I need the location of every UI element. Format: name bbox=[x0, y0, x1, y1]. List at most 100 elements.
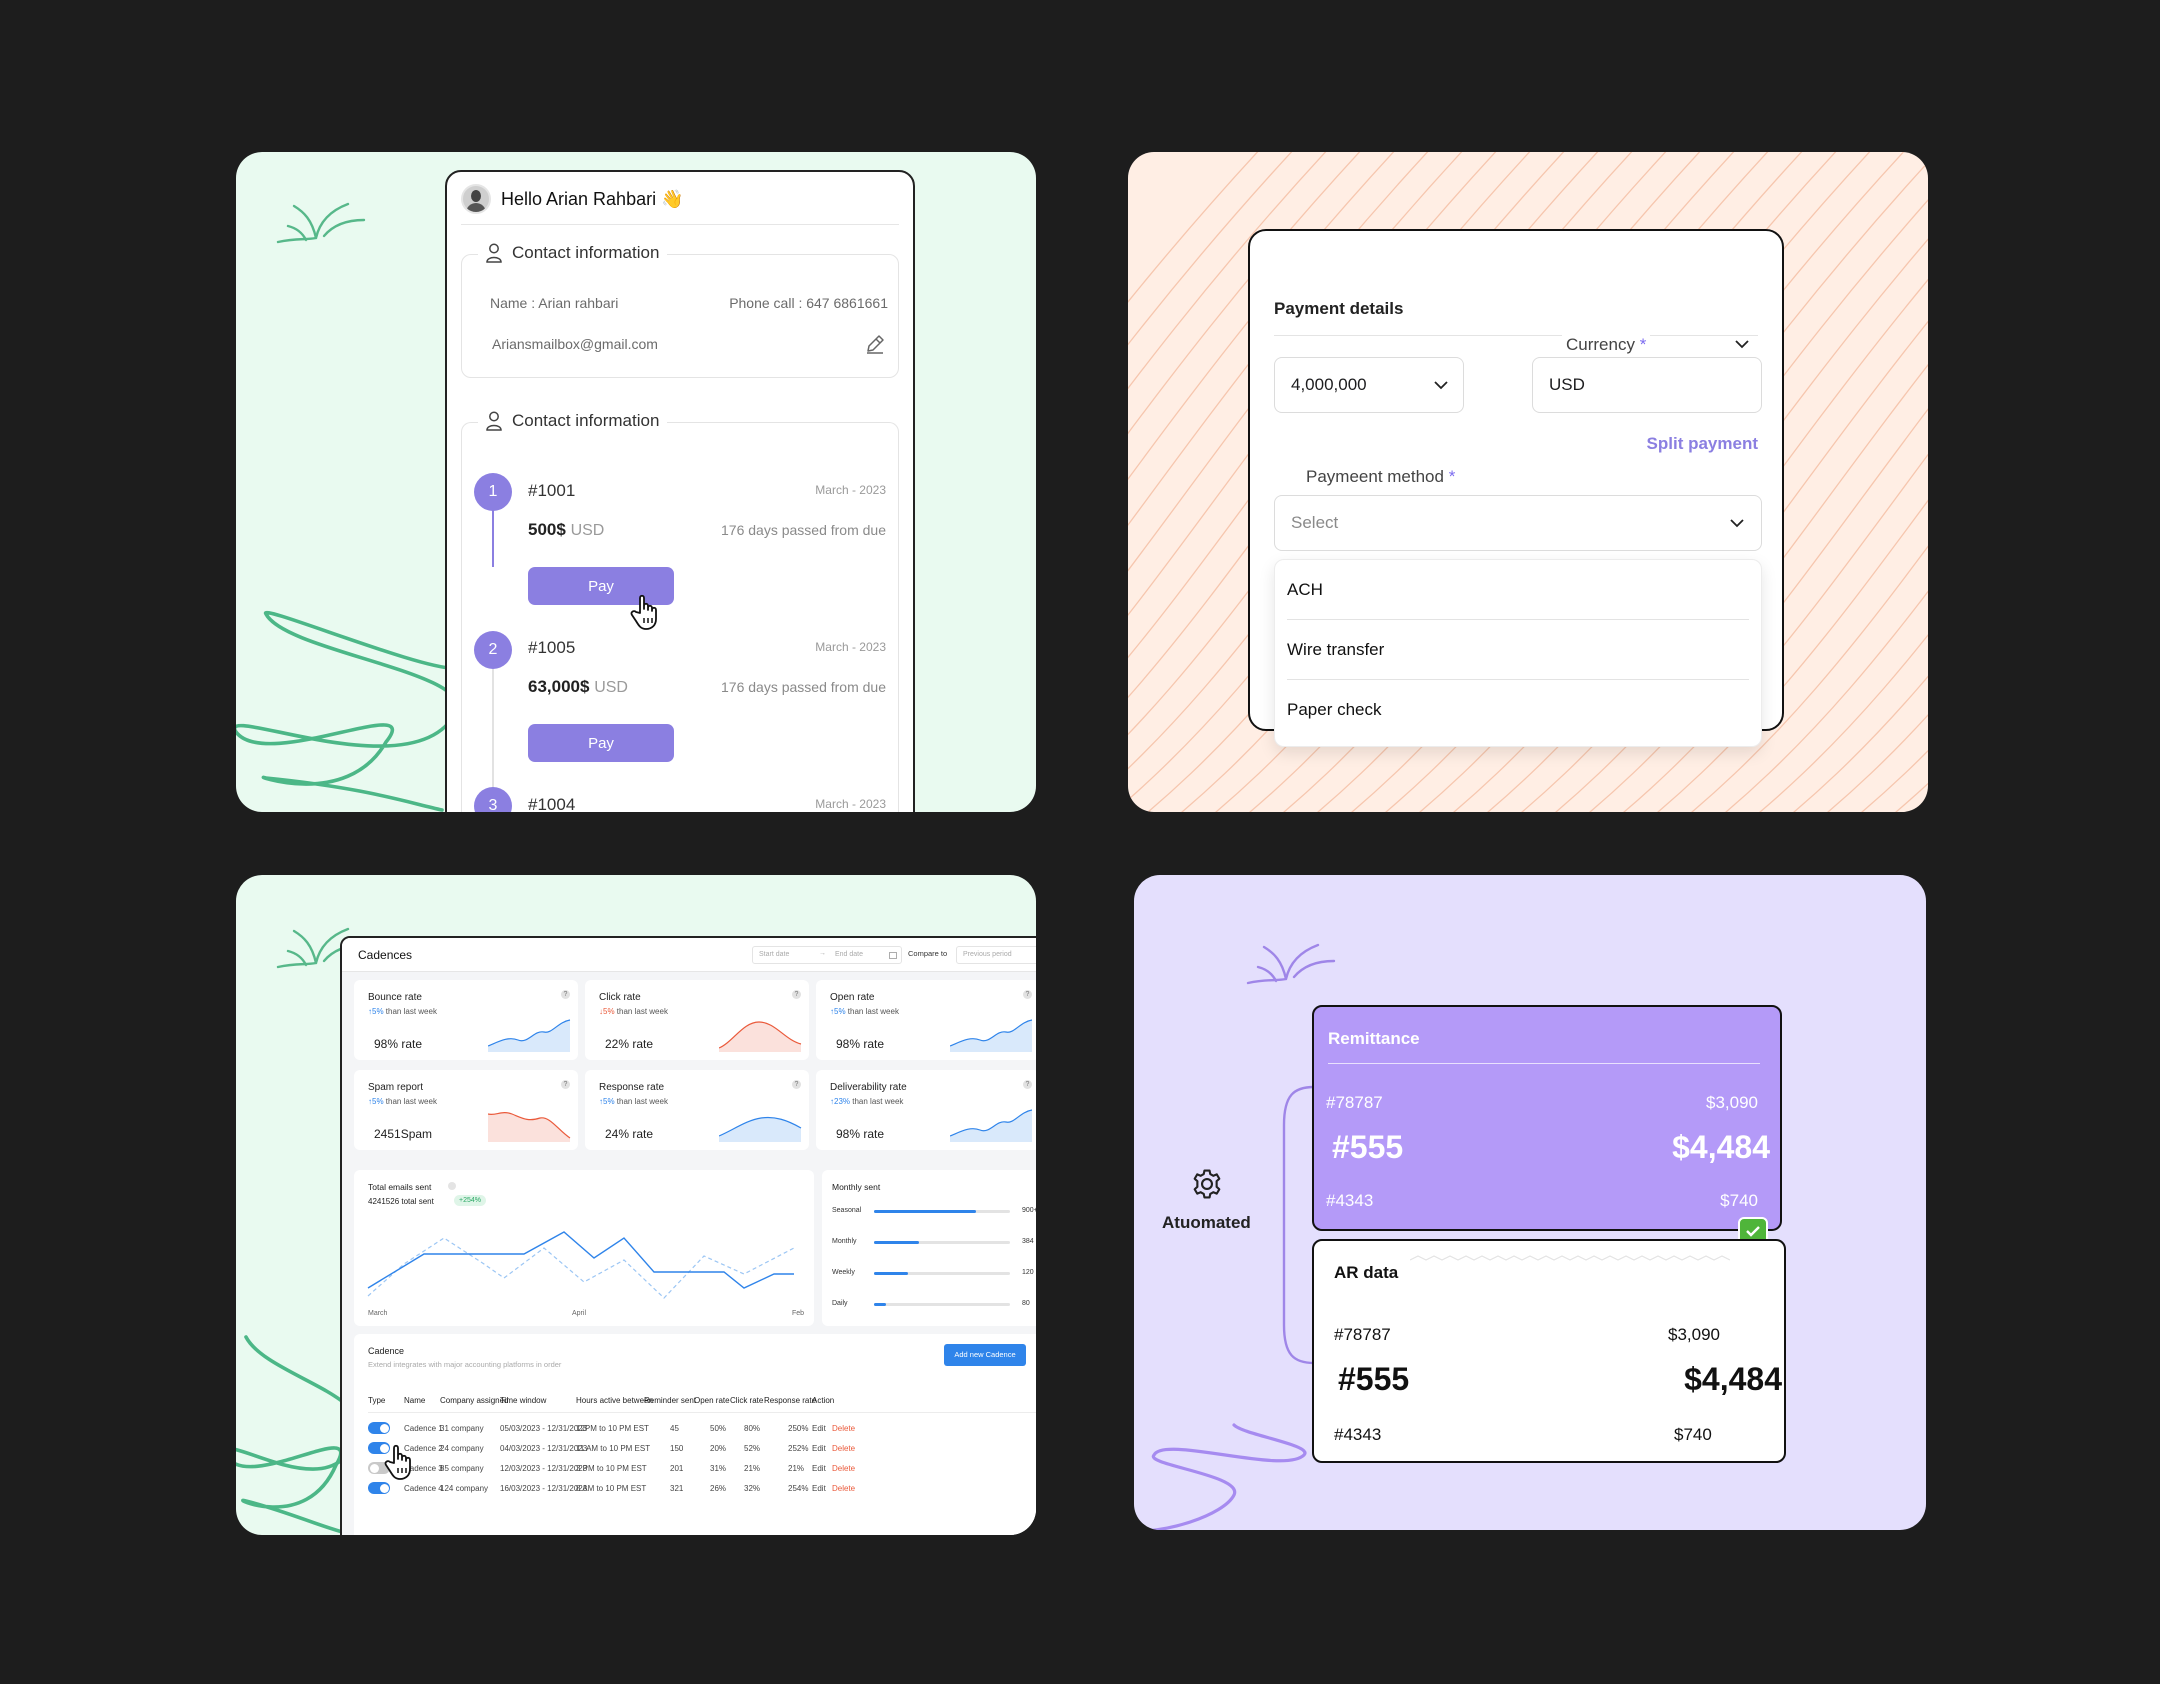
cell: 252% bbox=[788, 1444, 809, 1453]
method-label: Paymeent method * bbox=[1306, 467, 1456, 486]
kpi-delta: ↑5% than last week bbox=[599, 1097, 668, 1106]
sparkline bbox=[950, 1019, 1033, 1052]
delete-link[interactable]: Delete bbox=[832, 1444, 856, 1453]
wave-line bbox=[1860, 749, 1928, 812]
pay-button[interactable]: Pay bbox=[528, 724, 674, 762]
ar-amount: $740 bbox=[1674, 1425, 1712, 1444]
help-icon[interactable]: ? bbox=[792, 990, 801, 999]
kpi-delta: ↑23% than last week bbox=[830, 1097, 904, 1106]
split-payment-link[interactable]: Split payment bbox=[1646, 434, 1758, 453]
sparkline bbox=[488, 1019, 571, 1052]
option-ach[interactable]: ACH bbox=[1287, 560, 1749, 620]
invoice-due: 176 days passed from due bbox=[721, 522, 886, 538]
divider bbox=[368, 1412, 1036, 1413]
avatar[interactable] bbox=[461, 184, 491, 214]
cell: 80% bbox=[744, 1424, 761, 1433]
cadence-toggle[interactable] bbox=[368, 1422, 390, 1434]
card-title: Total emails sent bbox=[368, 1182, 432, 1192]
edit-link[interactable]: Edit bbox=[812, 1444, 826, 1453]
sparkline bbox=[950, 1109, 1033, 1142]
cell: 254% bbox=[788, 1484, 809, 1493]
cadence-toggle[interactable] bbox=[368, 1442, 390, 1454]
delete-link[interactable]: Delete bbox=[832, 1484, 856, 1493]
invoice-due: 176 days passed from due bbox=[721, 679, 886, 695]
help-icon[interactable]: ? bbox=[1023, 1080, 1032, 1089]
cell: 20% bbox=[710, 1444, 727, 1453]
invoice-date: March - 2023 bbox=[815, 797, 886, 811]
chevron-down-icon[interactable] bbox=[1734, 339, 1750, 349]
row-value: 900+ bbox=[1022, 1207, 1036, 1214]
edit-link[interactable]: Edit bbox=[812, 1424, 826, 1433]
calendar-icon bbox=[889, 952, 897, 959]
arrow-up-icon: ↑ bbox=[368, 1007, 372, 1016]
ar-data-card: AR data #78787 $3,090 #555 $4,484 #4343 … bbox=[1312, 1239, 1786, 1463]
wave-line bbox=[1588, 408, 1928, 812]
step-badge: 2 bbox=[474, 631, 512, 669]
ar-id-large: #555 bbox=[1338, 1361, 1410, 1397]
amount-select[interactable]: 4,000,000 bbox=[1274, 357, 1464, 413]
kpi-title: Response rate bbox=[599, 1082, 665, 1093]
add-cadence-button[interactable]: Add new Cadence bbox=[944, 1344, 1026, 1366]
kpi-delta: ↑5% than last week bbox=[368, 1097, 437, 1106]
help-icon[interactable]: ? bbox=[1023, 990, 1032, 999]
help-icon[interactable]: ? bbox=[792, 1080, 801, 1089]
edit-link[interactable]: Edit bbox=[812, 1464, 826, 1473]
currency-input[interactable]: USD bbox=[1532, 357, 1762, 413]
cell: 21% bbox=[744, 1464, 761, 1473]
column-header: Response rate bbox=[764, 1396, 817, 1405]
cell: 04/03/2023 - 12/31/2023 bbox=[500, 1444, 588, 1453]
table-row: Cadence 4 124 company 16/03/2023 - 12/31/2… bbox=[354, 1478, 1036, 1502]
squiggle-doodle bbox=[236, 610, 460, 812]
payment-card: Payment details 4,000,000 Currency * USD… bbox=[1248, 229, 1784, 747]
column-header: Reminder sent bbox=[644, 1396, 697, 1405]
cadence-toggle[interactable] bbox=[368, 1482, 390, 1494]
column-header: Type bbox=[368, 1396, 386, 1405]
cell: 250% bbox=[788, 1424, 809, 1433]
kpi-value: 22% rate bbox=[605, 1037, 654, 1051]
kpi-card: Bounce rate? ↑5% than last week 98% rate bbox=[354, 980, 578, 1060]
kpi-title: Click rate bbox=[599, 992, 641, 1003]
progress-fill bbox=[874, 1210, 976, 1213]
arrow-up-icon: ↑ bbox=[830, 1007, 834, 1016]
kpi-delta: ↑5% than last week bbox=[368, 1007, 437, 1016]
option-wire-transfer[interactable]: Wire transfer bbox=[1287, 620, 1749, 680]
cell: 124 company bbox=[440, 1484, 489, 1493]
contact-info-section: Contact information Name : Arian rahbari… bbox=[461, 243, 899, 378]
timeline-line bbox=[492, 509, 494, 567]
progress-fill bbox=[874, 1272, 908, 1275]
x-label: March bbox=[368, 1310, 388, 1317]
delete-link[interactable]: Delete bbox=[832, 1424, 856, 1433]
column-header: Time window bbox=[500, 1396, 547, 1405]
cell: 3 PM to 10 PM EST bbox=[576, 1464, 647, 1473]
wave-line bbox=[1128, 152, 1259, 303]
wave-line bbox=[1128, 152, 1293, 346]
kpi-title: Deliverability rate bbox=[830, 1082, 907, 1093]
row-value: 384 bbox=[1022, 1238, 1034, 1245]
x-label: April bbox=[572, 1310, 587, 1317]
help-icon[interactable]: ? bbox=[561, 990, 570, 999]
progress-fill bbox=[874, 1303, 887, 1306]
divider bbox=[461, 224, 899, 225]
cell: 150 bbox=[670, 1444, 684, 1453]
pay-button[interactable]: Pay bbox=[528, 567, 674, 605]
edit-link[interactable]: Edit bbox=[812, 1484, 826, 1493]
edit-pencil-icon[interactable] bbox=[864, 333, 886, 355]
delete-link[interactable]: Delete bbox=[832, 1464, 856, 1473]
compare-label: Compare to bbox=[908, 949, 948, 958]
cell: 12/03/2023 - 12/31/2023 bbox=[500, 1464, 588, 1473]
compare-select[interactable]: Previous period bbox=[956, 946, 1036, 964]
help-icon[interactable]: ? bbox=[561, 1080, 570, 1089]
progress-bar bbox=[874, 1241, 1010, 1244]
cadence-toggle[interactable] bbox=[368, 1462, 390, 1474]
timeline-line bbox=[492, 669, 494, 789]
kpi-title: Bounce rate bbox=[368, 992, 422, 1003]
payment-method-select[interactable]: Select bbox=[1274, 495, 1762, 551]
chevron-down-icon bbox=[1434, 381, 1448, 390]
contact-card: Hello Arian Rahbari 👋 Contact informatio… bbox=[445, 170, 915, 812]
connector-line bbox=[1282, 1085, 1315, 1365]
cell: 50% bbox=[710, 1424, 727, 1433]
wave-line bbox=[1656, 499, 1928, 812]
table-row: Cadence 2 24 company 04/03/2023 - 12/31/20… bbox=[354, 1438, 1036, 1462]
date-range-input[interactable]: Start date → End date bbox=[752, 946, 902, 964]
option-paper-check[interactable]: Paper check bbox=[1287, 700, 1382, 719]
